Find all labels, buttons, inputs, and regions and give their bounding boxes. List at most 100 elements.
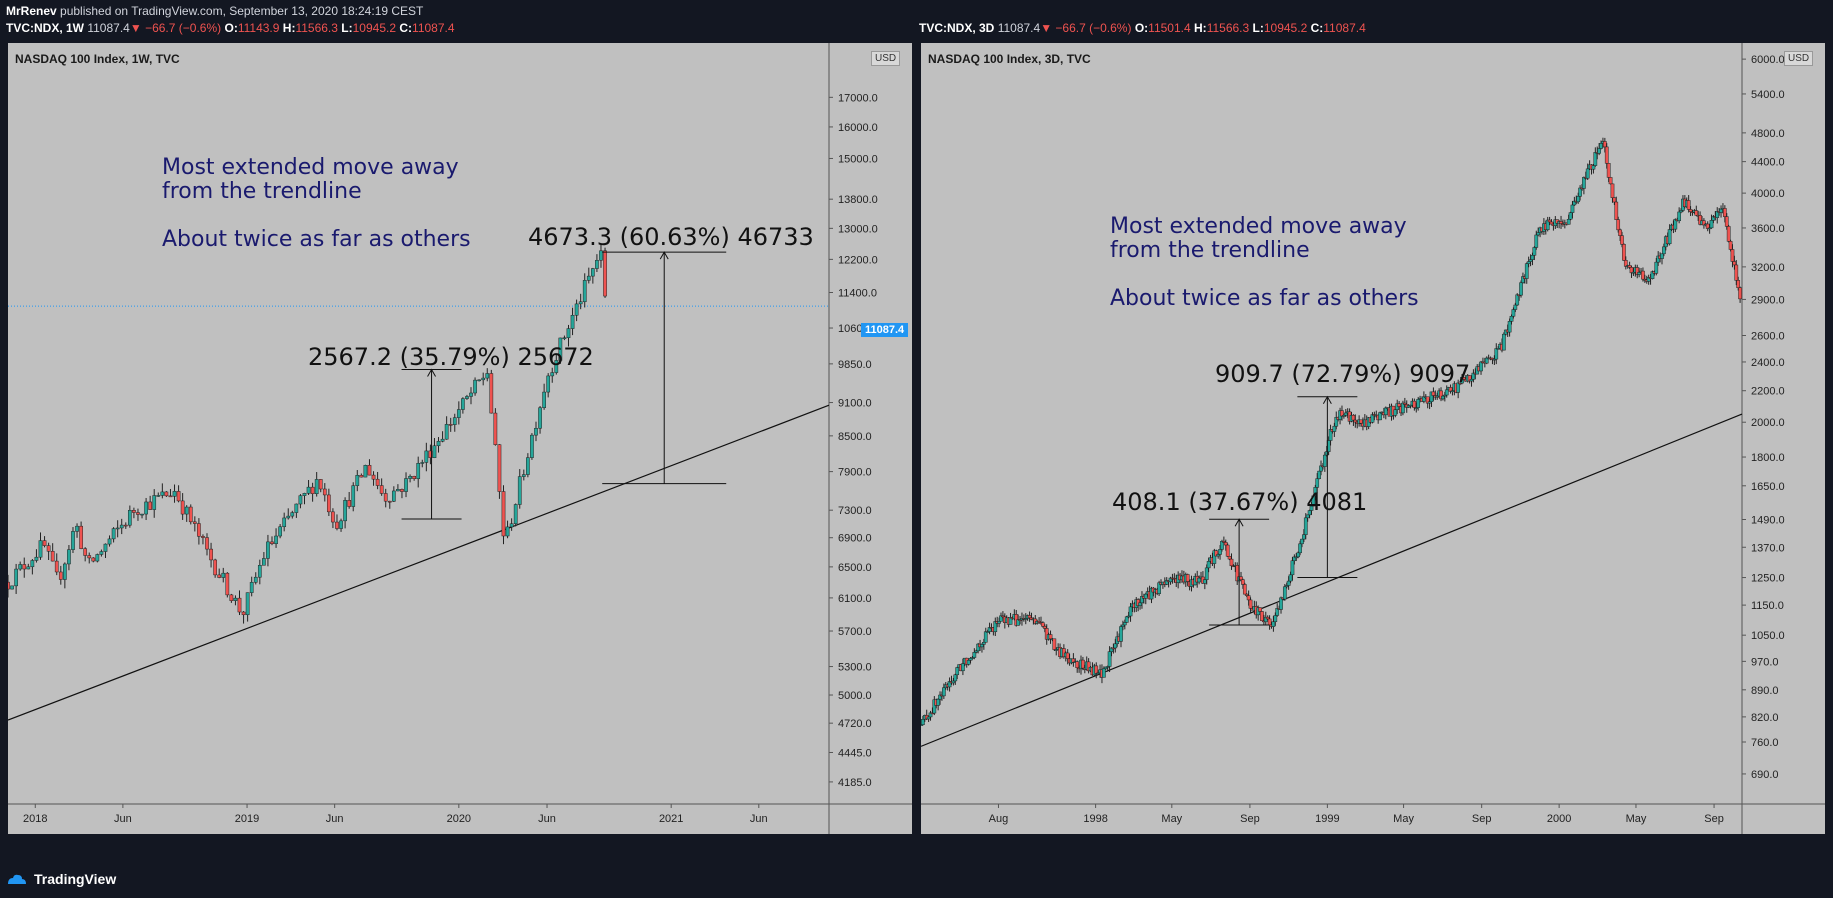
- candle-body: [1606, 163, 1611, 178]
- currency-label[interactable]: USD: [871, 51, 901, 66]
- close-label: C:: [1310, 21, 1324, 35]
- candle-body: [1275, 608, 1280, 616]
- y-tick-label: 17000.0: [838, 92, 878, 104]
- low-value: 10945.2: [352, 21, 397, 35]
- low-label: L:: [1252, 21, 1264, 35]
- chart-panel-weekly[interactable]: 17000.0 16000.0 15000.0 13800.0 13000.0 12200…: [8, 43, 912, 834]
- measure-arrow: [1234, 518, 1244, 527]
- candle-body: [582, 280, 587, 303]
- y-tick-label: 11400.0: [838, 287, 877, 299]
- candle-body: [1686, 200, 1691, 210]
- candle-body: [1576, 196, 1581, 203]
- candle-body: [1197, 577, 1201, 583]
- footer-brand[interactable]: TradingView: [6, 868, 116, 890]
- down-triangle-icon: ▼: [129, 21, 142, 35]
- candle-body: [1227, 556, 1232, 560]
- annotation-line: About twice as far as others: [162, 227, 471, 252]
- candle-body: [359, 475, 364, 478]
- candle-body: [1296, 552, 1301, 558]
- chart-title: NASDAQ 100 Index, 1W, TVC: [15, 52, 180, 66]
- candle-body: [1202, 579, 1207, 584]
- candle-body: [550, 372, 555, 377]
- candle-body: [966, 660, 971, 665]
- candle-body: [298, 495, 303, 505]
- candle-body: [1094, 665, 1099, 674]
- candle-body: [327, 494, 331, 513]
- y-tick-label: 7300.0: [838, 505, 872, 517]
- candle-body: [521, 474, 526, 477]
- measure-label[interactable]: 909.7 (72.79%) 9097: [1215, 360, 1471, 388]
- candle-body: [1694, 210, 1699, 216]
- candle-body: [156, 495, 161, 497]
- candle-body: [1315, 478, 1320, 488]
- trendline: [921, 413, 1743, 747]
- candle-body: [1618, 229, 1622, 236]
- brand-name: TradingView: [34, 871, 117, 887]
- candle-body: [1479, 361, 1483, 372]
- measure-label[interactable]: 408.1 (37.67%) 4081: [1112, 488, 1368, 516]
- candle-body: [339, 520, 343, 529]
- candle-body: [1298, 543, 1302, 554]
- candle-body: [1383, 407, 1388, 416]
- candle-body: [42, 540, 47, 546]
- candle-body: [253, 576, 258, 583]
- candle-body: [286, 515, 291, 519]
- candle-body: [1353, 419, 1358, 423]
- annotation-text[interactable]: Most extended move away from the trendli…: [162, 156, 471, 252]
- candle-body: [501, 491, 506, 537]
- candle-body: [103, 543, 108, 552]
- candle-body: [38, 540, 43, 558]
- currency-label[interactable]: USD: [1784, 51, 1814, 66]
- y-tick-label: 6500.0: [838, 562, 872, 574]
- candle-body: [22, 564, 27, 570]
- measure-label[interactable]: 2567.2 (35.79%) 25672: [308, 343, 594, 371]
- candle-body: [538, 407, 542, 429]
- symbol-label[interactable]: TVC:NDX, 1W: [6, 21, 84, 35]
- candle-body: [461, 398, 465, 410]
- y-tick-label: 4000.0: [1751, 188, 1785, 200]
- candle-body: [444, 424, 449, 440]
- measure-label[interactable]: 4673.3 (60.63%) 46733: [528, 223, 814, 251]
- candle-body: [1709, 220, 1714, 229]
- chart-canvas-3day[interactable]: 6000.0 5400.0 4800.0 4400.0 4000.0 3600.0 3200…: [921, 43, 1825, 834]
- candle-body: [1612, 197, 1617, 203]
- annotation-text[interactable]: Most extended move away from the trendli…: [1110, 215, 1419, 311]
- candle-body: [1258, 607, 1262, 612]
- low-value: 10945.2: [1263, 21, 1308, 35]
- symbol-label[interactable]: TVC:NDX, 3D: [919, 21, 995, 35]
- y-tick-label: 4800.0: [1751, 128, 1785, 140]
- candle-body: [1288, 574, 1293, 582]
- candle-body: [1229, 558, 1234, 567]
- x-tick-label: 2018: [23, 813, 47, 825]
- author-name[interactable]: MrRenev: [6, 4, 57, 18]
- candle-body: [1143, 593, 1148, 599]
- chart-title: NASDAQ 100 Index, 3D, TVC: [928, 52, 1091, 66]
- chart-panel-3day[interactable]: 6000.0 5400.0 4800.0 4400.0 4000.0 3600.0 3200…: [921, 43, 1825, 834]
- measure-arrow: [427, 368, 436, 377]
- candle-body: [1530, 255, 1535, 260]
- candle-body: [1654, 261, 1659, 274]
- candle-body: [980, 644, 984, 648]
- candle-body: [1547, 219, 1552, 223]
- candle-body: [274, 535, 278, 545]
- candle-body: [1723, 208, 1727, 217]
- candle-body: [1511, 309, 1516, 317]
- price-change: −66.7 (−0.6%): [145, 21, 222, 35]
- candle-body: [1065, 652, 1070, 659]
- low-label: L:: [341, 21, 353, 35]
- candle-body: [1328, 429, 1333, 441]
- x-tick-label: 2019: [235, 813, 259, 825]
- candle-body: [416, 463, 421, 479]
- candle-body: [140, 513, 144, 516]
- chart-canvas-weekly[interactable]: 17000.0 16000.0 15000.0 13800.0 13000.0 12200…: [8, 43, 912, 834]
- candle-body: [1585, 168, 1590, 179]
- candle-body: [132, 510, 136, 513]
- y-tick-label: 5700.0: [838, 626, 872, 638]
- candle-body: [197, 523, 201, 537]
- candle-body: [926, 716, 931, 720]
- candle-body: [91, 557, 96, 562]
- candle-body: [367, 465, 372, 476]
- candle-body: [1359, 419, 1363, 424]
- candle-body: [302, 493, 307, 496]
- candle-body: [473, 379, 477, 394]
